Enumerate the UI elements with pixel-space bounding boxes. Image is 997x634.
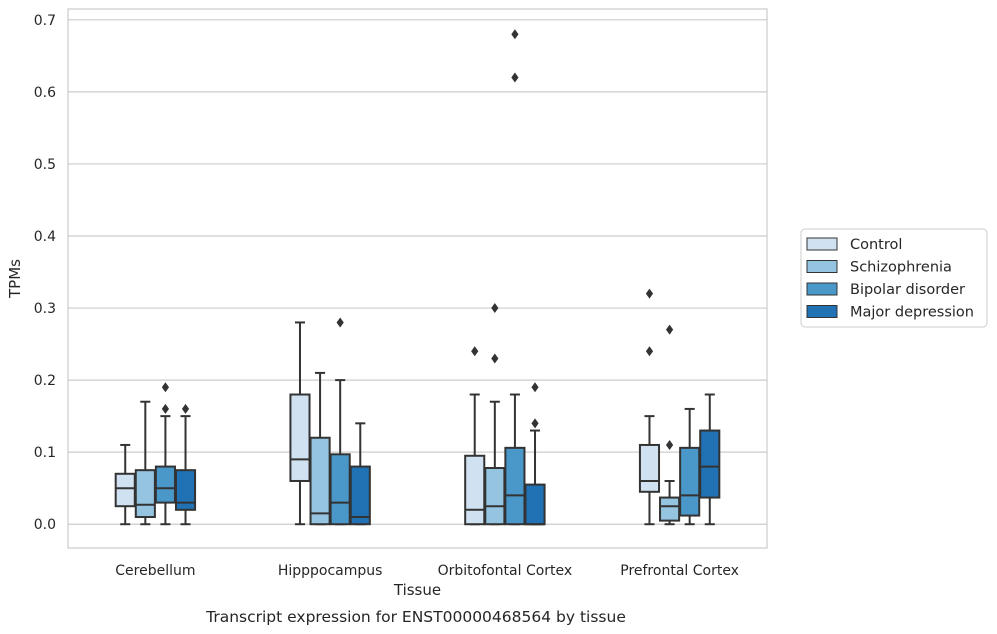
y-tick-label: 0.5 bbox=[34, 157, 56, 173]
outlier-point bbox=[511, 72, 519, 83]
box-iqr bbox=[134, 469, 156, 519]
box-prefrontal-cortex-schizophrenia bbox=[659, 324, 681, 526]
box-orbitofontal-cortex-bipolar-disorder bbox=[504, 29, 526, 526]
box-orbitofontal-cortex-control bbox=[464, 346, 486, 526]
outlier-point bbox=[161, 382, 170, 393]
outlier-point bbox=[491, 303, 499, 314]
box-groups bbox=[114, 29, 721, 526]
box-iqr bbox=[504, 446, 526, 526]
outlier-point bbox=[161, 403, 170, 414]
box-iqr bbox=[524, 483, 546, 526]
legend-swatch bbox=[806, 305, 838, 318]
x-axis-title: Tissue bbox=[393, 581, 441, 599]
outlier-point bbox=[181, 403, 190, 414]
box-iqr bbox=[679, 446, 701, 517]
box-iqr bbox=[638, 443, 661, 493]
y-tick-label: 0.0 bbox=[34, 517, 56, 533]
x-tick-label: Orbitofontal Cortex bbox=[438, 563, 573, 579]
outlier-point bbox=[491, 353, 499, 364]
legend-swatch bbox=[806, 260, 838, 273]
box-iqr bbox=[699, 429, 721, 499]
box-iqr bbox=[114, 472, 136, 508]
y-axis-title: TPMs bbox=[6, 259, 24, 299]
legend-swatch bbox=[806, 237, 838, 251]
legend: Control Schizophrenia Bipolar disorder Majo… bbox=[800, 228, 988, 328]
y-tick-label: 0.6 bbox=[34, 85, 56, 101]
box-prefrontal-cortex-bipolar-disorder bbox=[679, 407, 701, 526]
x-tick-label: Cerebellum bbox=[115, 563, 195, 579]
outlier-point bbox=[645, 288, 654, 299]
outlier-point bbox=[511, 29, 519, 40]
legend-label: Bipolar disorder bbox=[850, 282, 965, 298]
box-iqr bbox=[464, 454, 486, 526]
box-hipppocampus-major-depression bbox=[349, 422, 371, 526]
box-orbitofontal-cortex-schizophrenia bbox=[484, 303, 506, 526]
box-cerebellum-major-depression bbox=[174, 403, 197, 526]
outlier-point bbox=[645, 346, 654, 357]
box-iqr bbox=[349, 465, 371, 526]
y-tick-label: 0.2 bbox=[34, 373, 56, 389]
outlier-point bbox=[531, 382, 539, 393]
box-cerebellum-bipolar-disorder bbox=[154, 382, 176, 526]
chart-caption: Transcript expression for ENST0000046856… bbox=[205, 608, 626, 626]
box-prefrontal-cortex-control bbox=[638, 288, 661, 526]
box-iqr bbox=[309, 436, 331, 526]
x-tick-label: Hipppocampus bbox=[278, 563, 383, 579]
y-tick-label: 0.1 bbox=[34, 445, 56, 461]
x-axis-ticks: Cerebellum Hipppocampus Orbitofontal Corte… bbox=[115, 563, 739, 579]
box-iqr bbox=[329, 453, 351, 526]
box-iqr bbox=[154, 465, 176, 504]
box-hipppocampus-bipolar-disorder bbox=[329, 317, 351, 526]
box-iqr bbox=[289, 393, 311, 482]
box-iqr bbox=[174, 469, 197, 511]
y-tick-label: 0.3 bbox=[34, 301, 56, 317]
box-iqr bbox=[659, 496, 681, 522]
plot-frame bbox=[67, 8, 768, 549]
legend-swatch bbox=[806, 282, 838, 296]
outlier-point bbox=[471, 346, 479, 357]
legend-label: Major depression bbox=[850, 305, 974, 321]
box-cerebellum-control bbox=[114, 443, 136, 526]
box-orbitofontal-cortex-major-depression bbox=[524, 382, 546, 526]
box-hipppocampus-schizophrenia bbox=[309, 371, 331, 526]
legend-label: Schizophrenia bbox=[850, 260, 952, 276]
outlier-point bbox=[665, 324, 674, 335]
legend-frame bbox=[800, 228, 988, 328]
box-iqr bbox=[484, 467, 506, 526]
outlier-point bbox=[665, 439, 674, 450]
outlier-point bbox=[336, 317, 344, 328]
y-tick-label: 0.7 bbox=[34, 13, 56, 29]
y-tick-label: 0.4 bbox=[34, 229, 56, 245]
x-tick-label: Prefrontal Cortex bbox=[620, 563, 739, 579]
y-axis-ticks: 0.0 0.1 0.2 0.3 0.4 0.5 0.6 0.7 bbox=[34, 13, 56, 533]
box-cerebellum-schizophrenia bbox=[134, 400, 156, 526]
legend-label: Control bbox=[850, 237, 902, 253]
gridlines bbox=[68, 19, 767, 525]
box-prefrontal-cortex-major-depression bbox=[699, 393, 721, 526]
box-hipppocampus-control bbox=[289, 321, 311, 526]
outlier-point bbox=[531, 418, 539, 429]
